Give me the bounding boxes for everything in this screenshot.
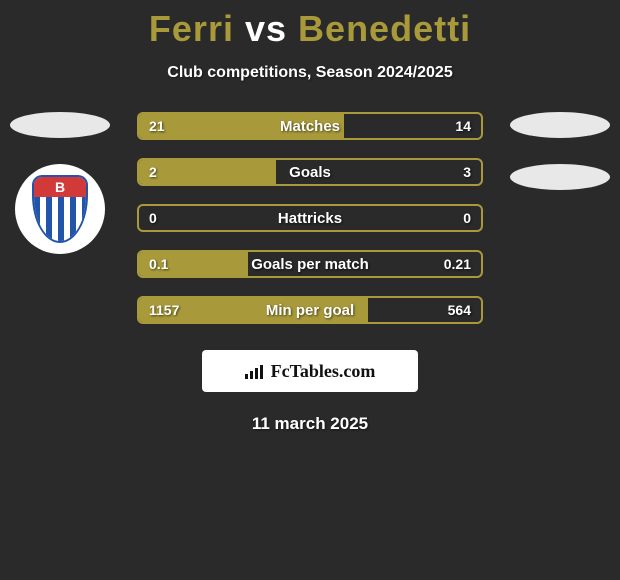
stat-bars: 2114Matches23Goals00Hattricks0.10.21Goal… [137,112,483,324]
stat-left-value: 2 [139,160,167,184]
content-region: B 2114Matches23Goals00Hattricks0.10.21Go… [0,112,620,324]
stat-left-value: 0.1 [139,252,178,276]
title-vs: vs [245,8,287,49]
stat-bar: 1157564Min per goal [137,296,483,324]
stat-right-value: 3 [453,160,481,184]
left-avatar-column: B [10,112,110,254]
player1-club-logo: B [15,164,105,254]
stat-right-value: 0.21 [434,252,481,276]
shield-letter: B [55,179,65,195]
stat-left-value: 21 [139,114,175,138]
shield-icon: B [32,175,88,243]
stat-right-value: 0 [453,206,481,230]
stat-left-value: 0 [139,206,167,230]
stat-label: Hattricks [139,206,481,230]
right-avatar-column [510,112,610,206]
player2-avatar-placeholder [510,112,610,138]
brand-text: FcTables.com [271,361,376,382]
stat-bar: 2114Matches [137,112,483,140]
stat-bar: 0 0Hattricks [137,204,483,232]
stat-left-value: 1157 [139,298,189,322]
brand-box: FcTables.com [202,350,418,392]
page-title: Ferri vs Benedetti [0,0,620,50]
player1-avatar-placeholder [10,112,110,138]
subtitle: Club competitions, Season 2024/2025 [0,64,620,82]
shield-top: B [34,177,86,197]
date-label: 11 march 2025 [0,414,620,434]
title-player2: Benedetti [298,8,471,49]
shield-stripes [34,197,86,241]
stat-right-value: 564 [438,298,481,322]
title-player1: Ferri [149,8,234,49]
player2-club-placeholder [510,164,610,190]
stat-right-value: 14 [445,114,481,138]
stat-bar: 0.10.21Goals per match [137,250,483,278]
brand-chart-icon [245,363,265,379]
stat-bar: 23Goals [137,158,483,186]
